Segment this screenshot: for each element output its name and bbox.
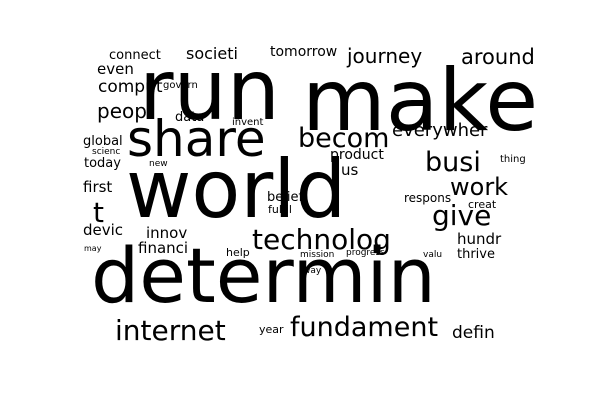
word-may: may [84,244,102,253]
word-world: world [126,143,347,236]
word-connect: connect [109,48,161,63]
word-give: give [432,199,492,232]
word-data: data [175,110,205,125]
word-invent: invent [232,117,264,128]
word-us: us [341,161,359,179]
word-year: year [259,323,284,336]
word-work: work [450,173,509,201]
word-govern: govern [163,80,198,91]
word-becom: becom [298,123,390,154]
word-product: product [330,147,384,163]
word-new: new [149,159,168,169]
word-internet: internet [115,314,226,347]
word-tomorrow: tomorrow [270,44,338,60]
word-scienc: scienc [92,147,121,157]
word-first: first [83,178,113,196]
word-hundr: hundr [457,230,502,248]
word-fundament: fundament [290,312,439,343]
word-comput: comput [98,77,163,97]
word-societi: societi [186,44,238,63]
word-innov: innov [146,224,188,242]
word-t: t [93,196,104,229]
word-determin: determin [91,231,436,320]
word-progress: progress [346,248,385,258]
word-busi: busi [425,147,481,178]
word-fulfil: fulfil [268,203,292,216]
word-journey: journey [347,44,423,68]
word-technolog: technolog [252,223,391,256]
word-even: even [97,60,134,78]
word-way: way [303,266,322,276]
word-thrive: thrive [457,247,495,262]
word-respons: respons [404,191,452,205]
word-mission: mission [300,250,335,260]
word-around: around [461,45,535,69]
word-financi: financi [138,239,189,257]
word-today: today [84,156,121,171]
word-global: global [83,134,123,149]
word-peopl: peopl [97,99,153,123]
word-defin: defin [452,323,495,343]
word-run: run [139,41,281,139]
word-belief: belief [267,190,304,205]
word-help: help [226,246,250,259]
word-share: share [127,110,266,168]
word-everywher: everywher [392,120,488,141]
word-creat: creat [468,198,497,211]
word-make: make [302,51,539,151]
word-thing: thing [500,154,526,165]
word-devic: devic [83,221,124,239]
word-valu: valu [423,250,443,260]
